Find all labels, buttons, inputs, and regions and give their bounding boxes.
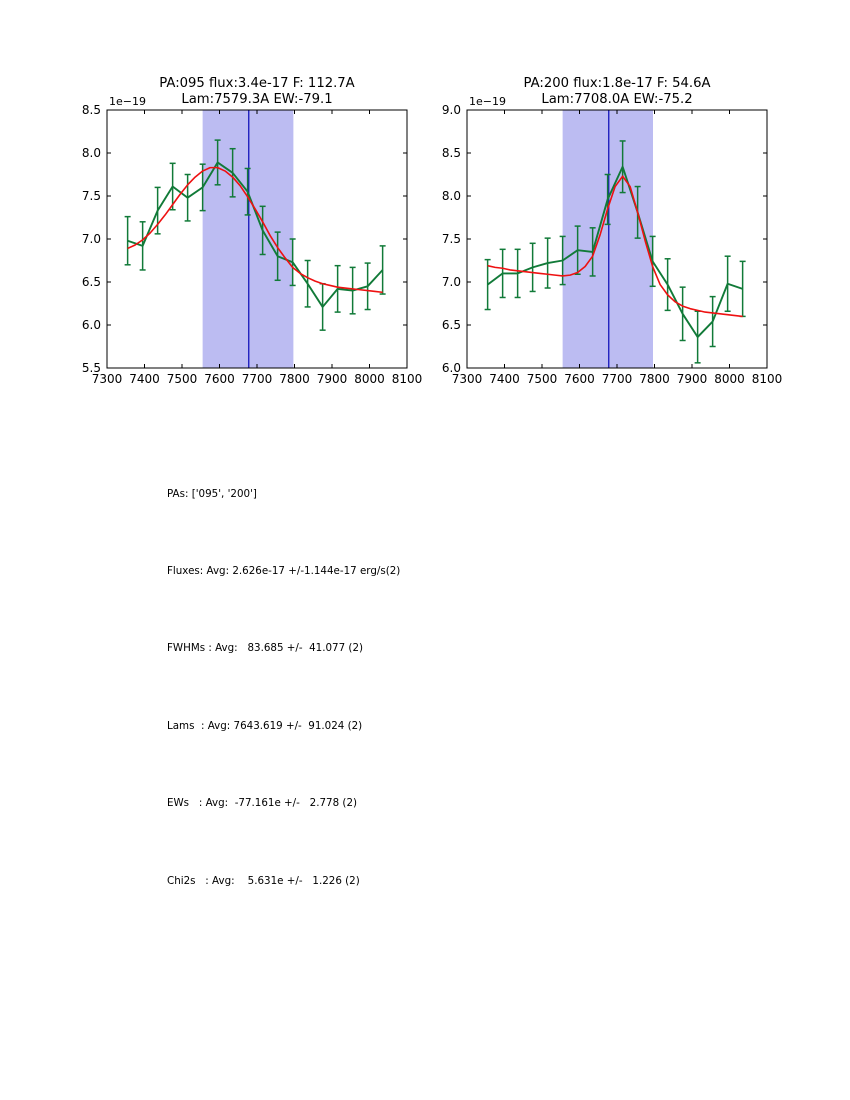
x-tick-label: 7800 — [639, 372, 670, 386]
axis-ticks — [106, 109, 408, 369]
y-tick-label: 6.0 — [82, 318, 101, 332]
x-tick-label: 7500 — [167, 372, 198, 386]
line-region-band — [562, 110, 653, 368]
stats-line-lams: Lams : Avg: 7643.619 +/- 91.024 (2) — [167, 719, 363, 732]
y-axis-offset-label: 1e−19 — [109, 95, 146, 108]
x-tick-label: 8100 — [392, 372, 423, 386]
plot-title-line1: PA:200 flux:1.8e-17 F: 54.6A — [523, 76, 710, 91]
x-tick-label: 7300 — [92, 372, 123, 386]
spectrum-data-line — [487, 165, 743, 338]
stats-line-pas: PAs: ['095', '200'] — [167, 487, 257, 500]
plot-pa200: 7300 7400 7500 7600 7700 7800 7900 8000 8100 6.0 6… — [442, 76, 782, 386]
x-tick-label: 8000 — [354, 372, 385, 386]
plot-pa095: 7300 7400 7500 7600 7700 7800 7900 8000 8100 5.5 6… — [82, 76, 422, 386]
stats-line-fluxes: Fluxes: Avg: 2.626e-17 +/-1.144e-17 erg/… — [167, 564, 401, 577]
x-tick-label: 8000 — [714, 372, 745, 386]
x-tick-label: 7900 — [317, 372, 348, 386]
gaussian-fit-line — [487, 175, 743, 318]
x-tick-label: 7900 — [677, 372, 708, 386]
stats-line-fwhms: FWHMs : Avg: 83.685 +/- 41.077 (2) — [167, 642, 364, 655]
x-tick-label: 7300 — [452, 372, 483, 386]
y-tick-label: 7.5 — [442, 232, 461, 246]
y-tick-label: 8.0 — [442, 189, 461, 203]
y-tick-label: 9.0 — [442, 103, 461, 117]
x-tick-label: 7400 — [489, 372, 520, 386]
line-region-band — [202, 110, 294, 368]
plot-title-line2: Lam:7708.0A EW:-75.2 — [541, 92, 692, 107]
x-tick-label: 7400 — [129, 372, 160, 386]
y-tick-label: 6.5 — [442, 318, 461, 332]
y-tick-label: 8.5 — [82, 103, 101, 117]
y-tick-label: 8.0 — [82, 146, 101, 160]
spectra-plots: 7300 7400 7500 7600 7700 7800 7900 8000 8100 5.5 6… — [82, 76, 782, 386]
y-axis-offset-label: 1e−19 — [469, 95, 506, 108]
y-tick-label: 7.0 — [442, 275, 461, 289]
stats-line-chi2s: Chi2s : Avg: 5.631e +/- 1.226 (2) — [167, 874, 360, 887]
x-tick-label: 7500 — [527, 372, 558, 386]
stats-summary: PAs: ['095', '200'] Fluxes: Avg: 2.626e-… — [167, 430, 400, 946]
y-tick-label: 7.0 — [82, 232, 101, 246]
y-tick-label: 6.0 — [442, 361, 461, 375]
x-tick-label: 7600 — [204, 372, 235, 386]
spectrum-data-line — [127, 161, 384, 308]
y-tick-label: 5.5 — [82, 361, 101, 375]
x-tick-label: 8100 — [752, 372, 783, 386]
x-tick-label: 7700 — [242, 372, 273, 386]
y-tick-label: 7.5 — [82, 189, 101, 203]
y-tick-label: 8.5 — [442, 146, 461, 160]
axis-ticks — [466, 109, 768, 369]
plot-title-line1: PA:095 flux:3.4e-17 F: 112.7A — [159, 76, 354, 91]
x-tick-label: 7800 — [279, 372, 310, 386]
stats-line-ews: EWs : Avg: -77.161e +/- 2.778 (2) — [167, 797, 358, 810]
x-tick-label: 7700 — [602, 372, 633, 386]
gaussian-fit-line — [127, 166, 383, 294]
x-tick-label: 7600 — [564, 372, 595, 386]
y-tick-label: 6.5 — [82, 275, 101, 289]
plot-title-line2: Lam:7579.3A EW:-79.1 — [181, 92, 332, 107]
